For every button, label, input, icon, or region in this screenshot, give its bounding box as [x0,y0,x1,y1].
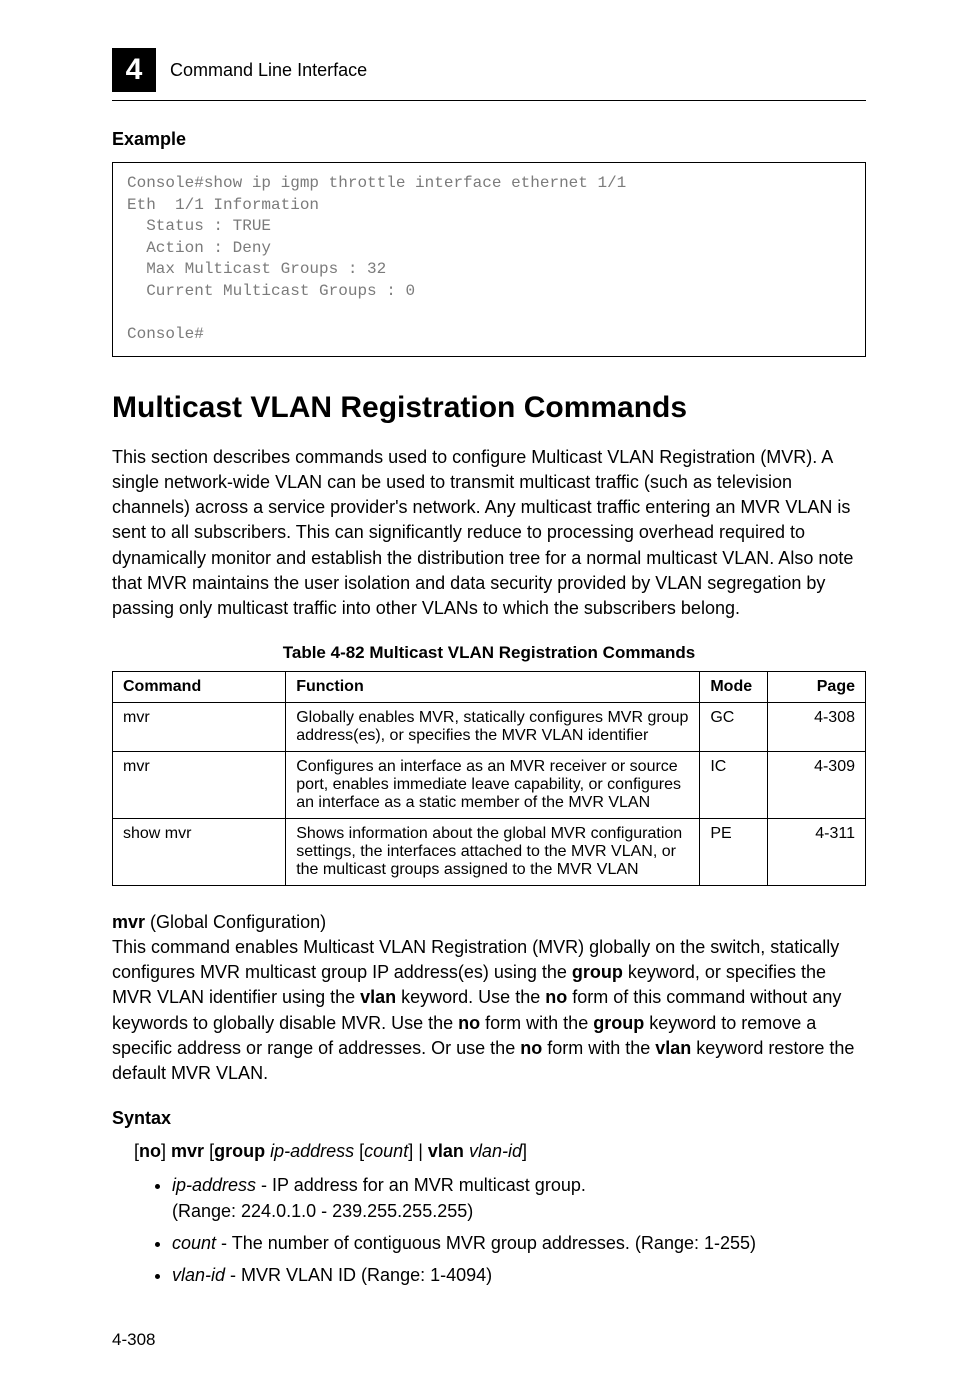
kw-vlan: vlan [428,1141,464,1161]
t: ] [161,1141,171,1161]
table-row: mvr Configures an interface as an MVR re… [113,752,866,819]
cell-command: mvr [113,703,286,752]
kw-mvr: mvr [171,1141,204,1161]
cell-page: 4-311 [768,819,866,886]
header-rule [112,100,866,101]
list-item: count - The number of contiguous MVR gro… [172,1230,866,1256]
cell-function: Shows information about the global MVR c… [286,819,700,886]
arg-name: ip-address [172,1175,256,1195]
chapter-number-box: 4 [112,48,156,92]
arg-desc: - IP address for an MVR multicast group. [256,1175,586,1195]
arg-vlan-id: vlan-id [469,1141,522,1161]
mvr-description: This command enables Multicast VLAN Regi… [112,935,866,1086]
mvr-heading-rest: (Global Configuration) [145,912,326,932]
table-row: mvr Globally enables MVR, statically con… [113,703,866,752]
cell-function: Configures an interface as an MVR receiv… [286,752,700,819]
mvr-heading: mvr (Global Configuration) [112,912,866,933]
syntax-label: Syntax [112,1108,866,1129]
list-item: vlan-id - MVR VLAN ID (Range: 1-4094) [172,1262,866,1288]
cell-command: show mvr [113,819,286,886]
page-header: 4 Command Line Interface [112,48,866,92]
th-mode: Mode [700,672,768,703]
example-label: Example [112,129,866,150]
t: ] | [408,1141,428,1161]
list-item: ip-address - IP address for an MVR multi… [172,1172,866,1224]
arg-name: count [172,1233,216,1253]
syntax-line: [no] mvr [group ip-address [count] | vla… [134,1141,866,1162]
arg-desc-line2: (Range: 224.0.1.0 - 239.255.255.255) [172,1201,473,1221]
table-header-row: Command Function Mode Page [113,672,866,703]
intro-paragraph: This section describes commands used to … [112,445,866,621]
chapter-number: 4 [126,53,143,87]
t: ] [522,1141,527,1161]
kw-no: no [545,987,567,1007]
arg-desc: - MVR VLAN ID (Range: 1-4094) [225,1265,492,1285]
cell-mode: GC [700,703,768,752]
kw-vlan: vlan [655,1038,691,1058]
page-title: Multicast VLAN Registration Commands [112,391,866,425]
cell-page: 4-308 [768,703,866,752]
mvr-heading-bold: mvr [112,912,145,932]
cell-mode: IC [700,752,768,819]
table-caption: Table 4-82 Multicast VLAN Registration C… [112,643,866,663]
cell-page: 4-309 [768,752,866,819]
section-path: Command Line Interface [170,60,367,81]
kw-group: group [214,1141,265,1161]
cell-mode: PE [700,819,768,886]
arg-desc: - The number of contiguous MVR group add… [216,1233,756,1253]
th-command: Command [113,672,286,703]
arg-count: count [364,1141,408,1161]
cell-command: mvr [113,752,286,819]
page-number: 4-308 [112,1330,155,1350]
arg-name: vlan-id [172,1265,225,1285]
t: [ [204,1141,214,1161]
commands-table: Command Function Mode Page mvr Globally … [112,671,866,886]
kw-no: no [458,1013,480,1033]
t: keyword. Use the [396,987,545,1007]
example-code: Console#show ip igmp throttle interface … [112,162,866,357]
t: [ [354,1141,364,1161]
kw-vlan: vlan [360,987,396,1007]
t: form with the [542,1038,655,1058]
syntax-args-list: ip-address - IP address for an MVR multi… [172,1172,866,1288]
table-row: show mvr Shows information about the glo… [113,819,866,886]
t: form with the [480,1013,593,1033]
cell-function: Globally enables MVR, statically configu… [286,703,700,752]
kw-group: group [593,1013,644,1033]
kw-no: no [520,1038,542,1058]
arg-ip-address: ip-address [270,1141,354,1161]
kw-no: no [139,1141,161,1161]
th-page: Page [768,672,866,703]
th-function: Function [286,672,700,703]
kw-group: group [572,962,623,982]
